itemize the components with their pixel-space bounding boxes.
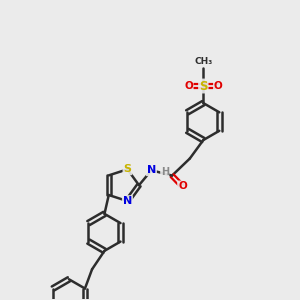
Text: H: H xyxy=(161,167,169,177)
Text: CH₃: CH₃ xyxy=(194,57,212,66)
Text: O: O xyxy=(178,182,187,191)
Text: O: O xyxy=(214,81,223,91)
Text: N: N xyxy=(123,196,132,206)
Text: S: S xyxy=(199,80,208,92)
Text: S: S xyxy=(123,164,131,174)
Text: O: O xyxy=(184,81,193,91)
Text: N: N xyxy=(147,165,156,175)
